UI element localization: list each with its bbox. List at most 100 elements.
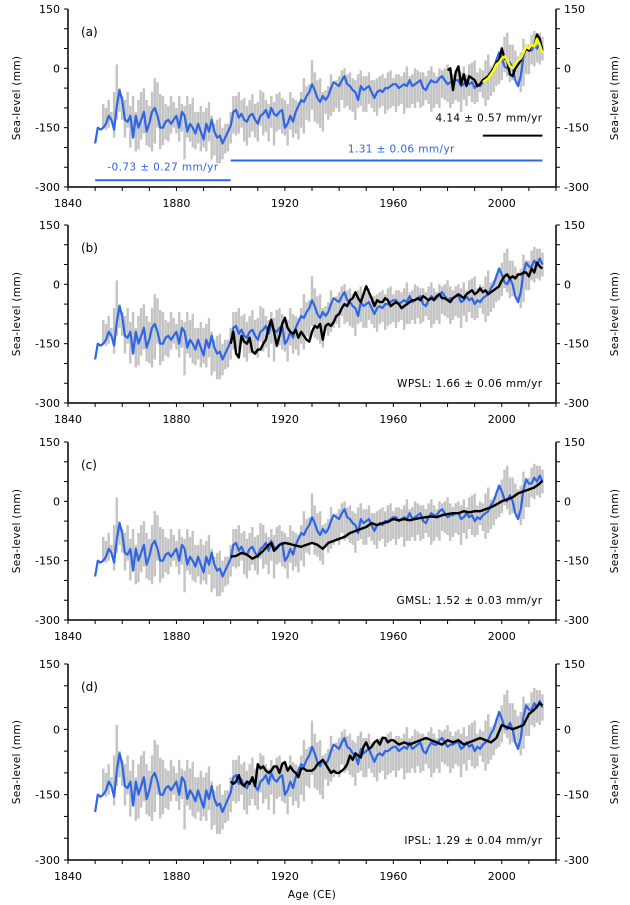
uncertainty-bar bbox=[413, 729, 417, 773]
uncertainty-bar bbox=[381, 735, 384, 771]
uncertainty-bar bbox=[392, 740, 395, 771]
uncertainty-bar bbox=[511, 260, 514, 297]
uncertainty-bar bbox=[191, 531, 194, 581]
uncertainty-bar bbox=[340, 70, 344, 100]
uncertainty-bar bbox=[435, 292, 438, 320]
uncertainty-bar bbox=[218, 783, 222, 834]
uncertainty-bar bbox=[346, 735, 349, 771]
uncertainty-bar bbox=[104, 540, 108, 563]
uncertainty-bar bbox=[492, 64, 495, 93]
y-tick-label-left: -300 bbox=[35, 614, 60, 627]
uncertainty-bar bbox=[272, 101, 276, 146]
y-tick-label-right: -300 bbox=[564, 181, 589, 194]
uncertainty-bar bbox=[505, 248, 509, 293]
uncertainty-bar bbox=[476, 505, 479, 535]
uncertainty-bar bbox=[139, 308, 143, 356]
y-tick-label-right: -300 bbox=[564, 614, 589, 627]
uncertainty-bar bbox=[313, 288, 316, 338]
uncertainty-bar bbox=[430, 727, 433, 778]
uncertainty-bar bbox=[213, 556, 216, 589]
x-tick-label: 2000 bbox=[488, 413, 516, 426]
uncertainty-bar bbox=[500, 479, 503, 514]
uncertainty-bar bbox=[169, 759, 173, 802]
uncertainty-bar bbox=[218, 550, 222, 597]
uncertainty-bar bbox=[131, 529, 135, 571]
uncertainty-bar bbox=[118, 751, 121, 778]
uncertainty-bar bbox=[457, 284, 460, 318]
uncertainty-bar bbox=[383, 511, 387, 547]
uncertainty-bar bbox=[416, 286, 419, 318]
uncertainty-bar bbox=[112, 525, 116, 571]
uncertainty-bar bbox=[177, 96, 181, 142]
uncertainty-bar bbox=[139, 755, 143, 808]
y-axis-title-right: Sea-level (mm) bbox=[609, 489, 621, 574]
uncertainty-bar bbox=[177, 312, 181, 358]
uncertainty-bar bbox=[484, 720, 487, 771]
x-tick-label: 1880 bbox=[162, 630, 190, 643]
uncertainty-bar bbox=[356, 74, 360, 108]
uncertainty-bar bbox=[226, 123, 230, 152]
uncertainty-bar bbox=[500, 46, 503, 81]
uncertainty-bar bbox=[492, 497, 495, 526]
uncertainty-bar bbox=[533, 246, 536, 283]
uncertainty-bar bbox=[267, 768, 270, 810]
uncertainty-bar bbox=[129, 770, 132, 817]
uncertainty-bar bbox=[110, 327, 113, 336]
uncertainty-bar bbox=[118, 304, 121, 328]
uncertainty-bar bbox=[321, 92, 325, 132]
uncertainty-bar bbox=[302, 294, 306, 350]
trend-label: 1.31 ± 0.06 mm/yr bbox=[348, 143, 455, 155]
uncertainty-bar bbox=[248, 532, 251, 571]
uncertainty-bar bbox=[476, 288, 479, 318]
uncertainty-bar bbox=[340, 286, 344, 316]
y-tick-label-right: -150 bbox=[564, 555, 589, 568]
uncertainty-bar bbox=[283, 99, 287, 136]
uncertainty-bar bbox=[275, 94, 278, 132]
uncertainty-bar bbox=[354, 296, 357, 336]
trend-label: WPSL: 1.66 ± 0.06 mm/yr bbox=[397, 378, 543, 390]
uncertainty-bar bbox=[378, 292, 381, 324]
uncertainty-bar bbox=[337, 509, 341, 545]
uncertainty-bar bbox=[394, 290, 398, 328]
uncertainty-bar bbox=[392, 511, 395, 539]
uncertainty-bar bbox=[348, 505, 352, 543]
uncertainty-bar bbox=[167, 105, 170, 142]
uncertainty-bar bbox=[392, 294, 395, 322]
uncertainty-bar bbox=[408, 76, 411, 108]
uncertainty-bar bbox=[478, 68, 482, 93]
uncertainty-bar bbox=[129, 105, 132, 148]
uncertainty-bar bbox=[150, 92, 154, 152]
uncertainty-bar bbox=[302, 511, 306, 567]
uncertainty-bar bbox=[202, 111, 205, 148]
uncertainty-bar bbox=[375, 294, 379, 332]
uncertainty-bar bbox=[259, 306, 262, 342]
uncertainty-bar bbox=[226, 556, 230, 585]
uncertainty-bar bbox=[538, 465, 541, 498]
uncertainty-bar bbox=[191, 98, 194, 148]
uncertainty-bar bbox=[275, 527, 278, 565]
uncertainty-bar bbox=[213, 339, 216, 372]
uncertainty-bar bbox=[207, 766, 211, 810]
uncertainty-bar bbox=[118, 521, 121, 545]
uncertainty-bar bbox=[343, 501, 346, 541]
uncertainty-bar bbox=[524, 260, 528, 291]
uncertainty-bar bbox=[302, 740, 306, 802]
uncertainty-bar bbox=[259, 90, 262, 126]
uncertainty-bar bbox=[126, 308, 129, 344]
uncertainty-bar bbox=[495, 718, 498, 749]
uncertainty-bar bbox=[207, 317, 211, 358]
uncertainty-bar bbox=[245, 105, 249, 146]
uncertainty-bar bbox=[129, 321, 132, 364]
uncertainty-bar bbox=[308, 300, 311, 338]
uncertainty-bar bbox=[394, 735, 398, 778]
uncertainty-bar bbox=[294, 764, 297, 802]
uncertainty-bar bbox=[134, 327, 137, 368]
uncertainty-bar bbox=[516, 56, 520, 87]
uncertainty-bar bbox=[402, 72, 406, 114]
uncertainty-bar bbox=[457, 68, 460, 102]
uncertainty-bar bbox=[321, 755, 325, 800]
uncertainty-bar bbox=[397, 74, 400, 106]
uncertainty-bar bbox=[283, 532, 287, 569]
uncertainty-bar bbox=[267, 103, 270, 142]
x-axis-title: Age (CE) bbox=[288, 889, 336, 901]
